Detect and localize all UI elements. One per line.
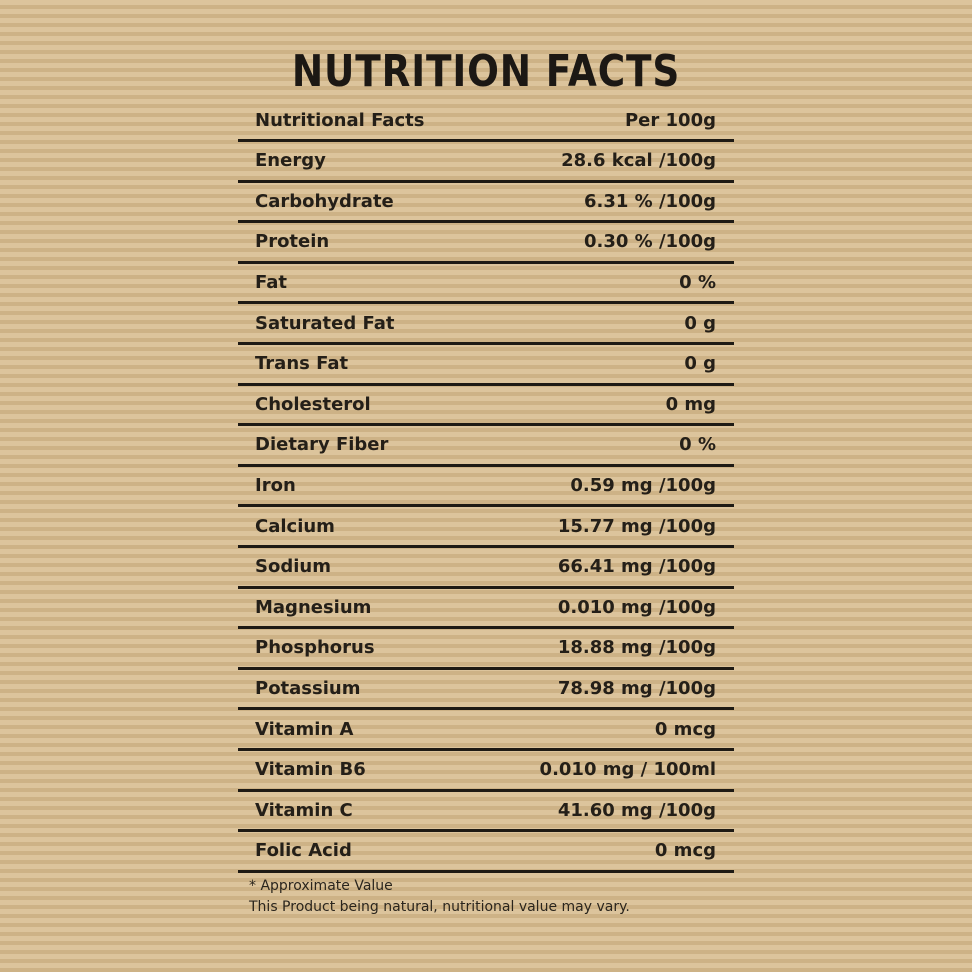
table-row: Vitamin A 0 mcg bbox=[238, 710, 734, 751]
table-row: Saturated Fat 0 g bbox=[238, 304, 734, 345]
table-row: Calcium 15.77 mg /100g bbox=[238, 507, 734, 548]
nutrient-label: Sodium bbox=[255, 556, 331, 578]
nutrient-label: Vitamin A bbox=[255, 718, 354, 740]
page-title: NUTRITION FACTS bbox=[291, 46, 681, 97]
table-row: Protein 0.30 % /100g bbox=[238, 223, 734, 264]
nutrient-label: Carbohydrate bbox=[255, 190, 394, 212]
nutrient-label: Dietary Fiber bbox=[255, 434, 389, 456]
nutrient-value: 15.77 mg /100g bbox=[557, 515, 716, 537]
table-row: Iron 0.59 mg /100g bbox=[238, 467, 734, 508]
header-label: Nutritional Facts bbox=[255, 110, 425, 131]
nutrient-label: Fat bbox=[255, 272, 287, 294]
nutrient-label: Calcium bbox=[255, 515, 335, 537]
table-row: Sodium 66.41 mg /100g bbox=[238, 548, 734, 589]
nutrient-value: 0 mcg bbox=[654, 718, 716, 740]
nutrient-value: 0 mcg bbox=[654, 840, 716, 862]
nutrient-label: Protein bbox=[255, 231, 330, 253]
nutrient-label: Vitamin B6 bbox=[255, 759, 366, 781]
table-row: Vitamin C 41.60 mg /100g bbox=[238, 792, 734, 833]
nutrient-value: 41.60 mg /100g bbox=[557, 799, 716, 821]
nutrient-label: Potassium bbox=[255, 678, 361, 700]
nutrient-label: Energy bbox=[255, 150, 326, 172]
table-row: Magnesium 0.010 mg /100g bbox=[238, 589, 734, 630]
table-row: Vitamin B6 0.010 mg / 100ml bbox=[238, 751, 734, 792]
nutrient-value: 0.010 mg /100g bbox=[557, 596, 716, 618]
table-row: Energy 28.6 kcal /100g bbox=[238, 142, 734, 183]
nutrient-value: 18.88 mg /100g bbox=[557, 637, 716, 659]
nutrient-value: 0 g bbox=[684, 353, 716, 375]
table-row: Phosphorus 18.88 mg /100g bbox=[238, 629, 734, 670]
table-row: Potassium 78.98 mg /100g bbox=[238, 670, 734, 711]
nutrient-value: 6.31 % /100g bbox=[583, 190, 716, 212]
table-row: Cholesterol 0 mg bbox=[238, 386, 734, 427]
table-row: Folic Acid 0 mcg bbox=[238, 832, 734, 873]
nutrient-value: 0.010 mg / 100ml bbox=[539, 759, 716, 781]
nutrient-label: Folic Acid bbox=[255, 840, 352, 862]
table-header-row: Nutritional Facts Per 100g bbox=[238, 102, 734, 142]
table-row: Trans Fat 0 g bbox=[238, 345, 734, 386]
nutrient-value: 0.30 % /100g bbox=[583, 231, 716, 253]
footnote-approximate: * Approximate Value bbox=[249, 878, 393, 894]
header-value: Per 100g bbox=[624, 110, 716, 131]
nutrient-label: Saturated Fat bbox=[255, 312, 395, 334]
nutrient-value: 0 g bbox=[684, 312, 716, 334]
nutrient-label: Trans Fat bbox=[255, 353, 349, 375]
nutrient-label: Iron bbox=[255, 475, 296, 497]
table-row: Dietary Fiber 0 % bbox=[238, 426, 734, 467]
footnote-disclaimer: This Product being natural, nutritional … bbox=[249, 899, 630, 915]
nutrition-table: Nutritional Facts Per 100g Energy 28.6 k… bbox=[238, 102, 734, 873]
table-row: Fat 0 % bbox=[238, 264, 734, 305]
nutrient-label: Cholesterol bbox=[255, 393, 371, 415]
nutrient-label: Phosphorus bbox=[255, 637, 375, 659]
nutrient-value: 78.98 mg /100g bbox=[557, 678, 716, 700]
footnote: * Approximate Value This Product being n… bbox=[249, 876, 630, 918]
nutrient-value: 66.41 mg /100g bbox=[557, 556, 716, 578]
nutrient-value: 0 mg bbox=[665, 393, 716, 415]
nutrient-value: 28.6 kcal /100g bbox=[561, 150, 716, 172]
nutrient-value: 0 % bbox=[679, 434, 716, 456]
nutrient-value: 0 % bbox=[679, 272, 716, 294]
nutrient-label: Vitamin C bbox=[255, 799, 353, 821]
nutrient-label: Magnesium bbox=[255, 596, 372, 618]
table-row: Carbohydrate 6.31 % /100g bbox=[238, 183, 734, 224]
nutrient-value: 0.59 mg /100g bbox=[570, 475, 716, 497]
